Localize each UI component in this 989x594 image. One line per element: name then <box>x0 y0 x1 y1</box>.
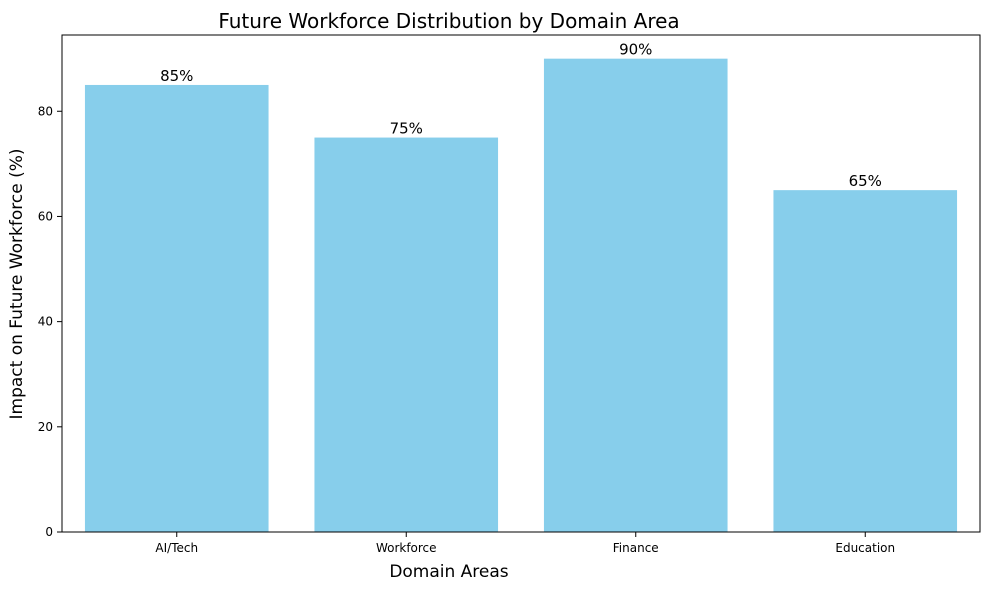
y-tick-label: 20 <box>38 420 53 434</box>
bar-ai-tech <box>84 84 269 533</box>
y-tick-label: 0 <box>45 525 53 539</box>
x-axis-label: Domain Areas <box>389 562 508 582</box>
x-tick-label: Finance <box>613 541 659 555</box>
data-label: 90% <box>619 41 652 59</box>
plot-frame <box>61 34 981 533</box>
x-tick-label: Workforce <box>376 541 437 555</box>
x-tick-label: Education <box>835 541 895 555</box>
y-tick-label: 80 <box>38 104 53 118</box>
x-tick-label: AI/Tech <box>155 541 198 555</box>
y-tick-label: 40 <box>38 315 53 329</box>
bar-education <box>773 190 958 532</box>
data-label: 65% <box>849 172 882 190</box>
chart-title: Future Workforce Distribution by Domain … <box>218 9 679 33</box>
plot-area: 85% AI/Tech 75% Workforce 90% Finance 65% Educa… <box>38 34 981 555</box>
y-axis-label: Impact on Future Workforce (%) <box>7 149 27 420</box>
bar-finance <box>543 58 728 533</box>
data-label: 85% <box>160 67 193 85</box>
y-tick-label: 60 <box>38 209 53 223</box>
data-label: 75% <box>390 120 423 138</box>
bar-workforce <box>314 137 499 532</box>
